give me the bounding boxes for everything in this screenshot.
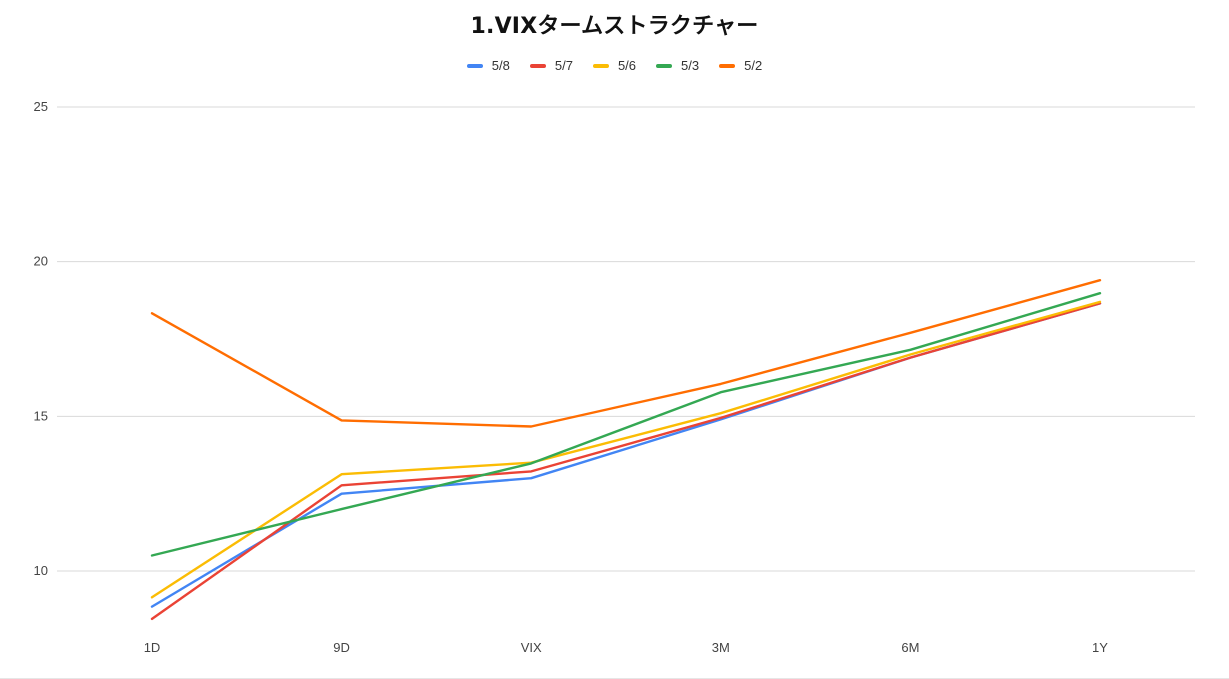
y-tick-label-10: 10: [34, 563, 48, 578]
x-tick-label-vix: VIX: [521, 640, 542, 655]
x-tick-label-1y: 1Y: [1092, 640, 1108, 655]
legend-swatch-5-6: [592, 63, 609, 68]
x-tick-label-1d: 1D: [144, 640, 161, 655]
y-axis-tick-labels: 10 15 20 25: [34, 99, 48, 578]
legend-label-5-7: 5/7: [554, 58, 573, 73]
y-tick-label-15: 15: [34, 408, 48, 423]
gridlines: [57, 106, 1195, 572]
legend-label-5-2: 5/2: [744, 58, 763, 73]
series-line-5-2[interactable]: [150, 279, 1102, 428]
legend-swatch-5-8: [466, 63, 483, 68]
x-tick-label-3m: 3M: [712, 640, 730, 655]
legend-label-5-3: 5/3: [681, 58, 700, 73]
series-line-5-3[interactable]: [150, 292, 1102, 557]
legend-item-5-7[interactable]: 5/7: [529, 58, 573, 73]
y-tick-label-25: 25: [34, 99, 48, 114]
legend-item-5-2[interactable]: 5/2: [719, 58, 762, 73]
legend-swatch-5-3: [656, 63, 673, 68]
x-tick-label-9d: 9D: [333, 640, 350, 655]
x-axis-tick-labels: 1D 9D VIX 3M 6M 1Y: [144, 640, 1109, 655]
legend-item-5-6[interactable]: 5/6: [592, 58, 637, 73]
legend-swatch-5-7: [529, 63, 546, 68]
chart-legend: 5/8 5/7 5/6 5/3 5/2: [0, 58, 1229, 73]
x-tick-label-6m: 6M: [901, 640, 919, 655]
legend-item-5-3[interactable]: 5/3: [656, 58, 699, 73]
series-line-5-7[interactable]: [150, 302, 1102, 621]
legend-swatch-5-2: [719, 63, 736, 68]
series-lines: [150, 279, 1102, 621]
legend-label-5-6: 5/6: [617, 58, 637, 73]
legend-item-5-8[interactable]: 5/8: [466, 58, 510, 73]
legend-label-5-8: 5/8: [491, 58, 510, 73]
series-line-5-6[interactable]: [150, 300, 1102, 599]
series-line-5-8[interactable]: [150, 302, 1102, 608]
chart-title: 1.VIXタームストラクチャー: [470, 14, 759, 39]
y-tick-label-20: 20: [34, 254, 48, 269]
